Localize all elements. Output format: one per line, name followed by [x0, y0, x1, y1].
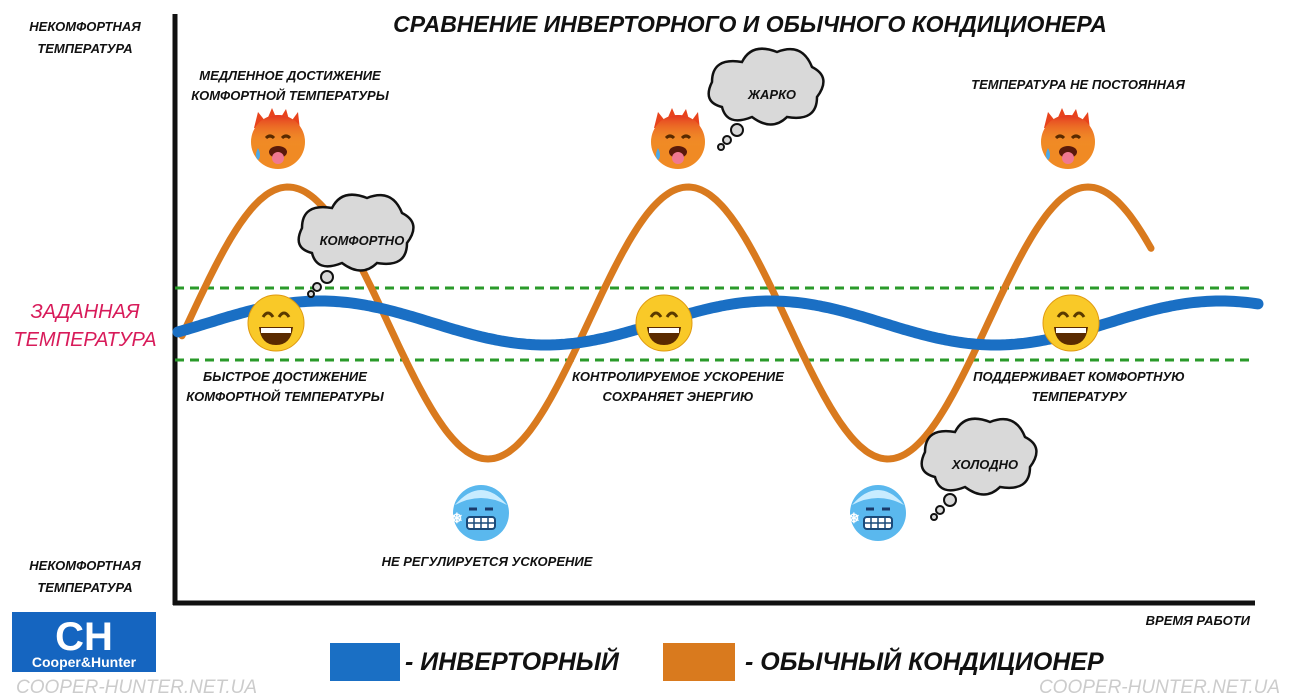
annotation: МЕДЛЕННОЕ ДОСТИЖЕНИЕ КОМФОРТНОЙ ТЕМПЕРАТУ…	[191, 68, 389, 103]
logo-mark: CH	[55, 615, 113, 659]
annotation: ТЕМПЕРАТУРА НЕ ПОСТОЯННАЯ	[971, 77, 1185, 92]
top-label: НЕКОМФОРТНАЯ ТЕМПЕРАТУРА	[29, 19, 141, 56]
cloud: КОМФОРТНО	[297, 193, 415, 298]
cloud-text: ЖАРКО	[747, 87, 796, 102]
smile-emoji	[634, 293, 694, 353]
legend-swatch	[330, 643, 400, 681]
hot-emoji	[1039, 106, 1097, 171]
cloud: ХОЛОДНО	[920, 417, 1038, 521]
logo	[12, 612, 156, 672]
logo-name: Cooper&Hunter	[32, 654, 137, 670]
smile-emoji	[246, 293, 306, 353]
smile-emoji	[1041, 293, 1101, 353]
annotation: НЕ РЕГУЛИРУЕТСЯ УСКОРЕНИЕ	[382, 554, 593, 569]
legend-swatch	[663, 643, 735, 681]
hot-emoji	[249, 106, 307, 171]
cold-emoji	[846, 482, 912, 543]
legend-text: - ОБЫЧНЫЙ КОНДИЦИОНЕР	[745, 646, 1104, 676]
annotation: БЫСТРОЕ ДОСТИЖЕНИЕ КОМФОРТНОЙ ТЕМПЕРАТУРЫ	[186, 369, 384, 404]
watermark: COOPER-HUNTER.NET.UA	[1039, 677, 1280, 698]
cloud-text: ХОЛОДНО	[951, 457, 1018, 472]
watermark: COOPER-HUNTER.NET.UA	[16, 677, 257, 698]
annotation: КОНТРОЛИРУЕМОЕ УСКОРЕНИЕ СОХРАНЯЕТ ЭНЕРГИ…	[572, 369, 784, 404]
cloud: ЖАРКО	[707, 47, 825, 151]
legend-text: - ИНВЕРТОРНЫЙ	[405, 646, 620, 676]
hot-emoji	[649, 106, 707, 171]
x-label: ВРЕМЯ РАБОТИ	[1146, 613, 1251, 628]
setpoint-label: ЗАДАННАЯ ТЕМПЕРАТУРА	[13, 301, 156, 351]
cold-emoji	[449, 482, 515, 543]
bottom-label: НЕКОМФОРТНАЯ ТЕМПЕРАТУРА	[29, 558, 141, 595]
cloud-text: КОМФОРТНО	[320, 233, 405, 248]
annotation: ПОДДЕРЖИВАЕТ КОМФОРТНУЮ ТЕМПЕРАТУРУ	[973, 369, 1185, 404]
title: СРАВНЕНИЕ ИНВЕРТОРНОГО И ОБЫЧНОГО КОНДИЦ…	[393, 11, 1107, 37]
